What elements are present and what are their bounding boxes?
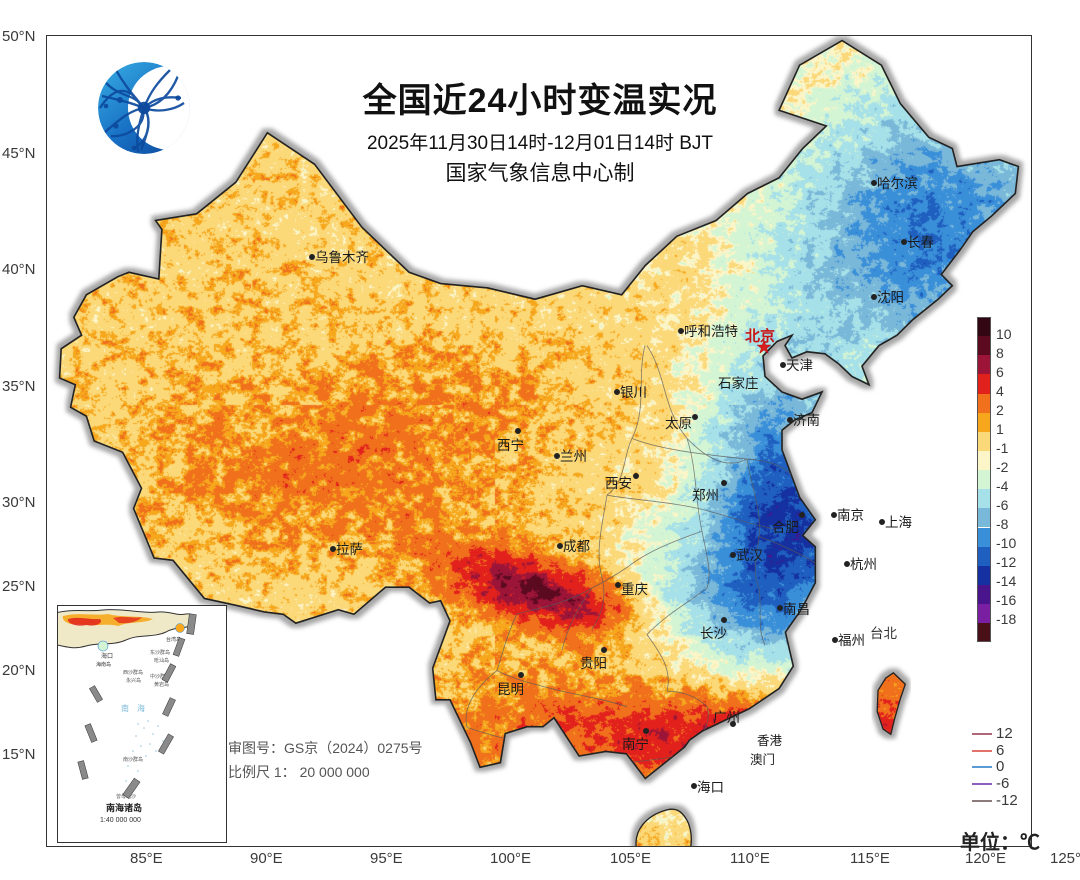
svg-text:南沙群岛: 南沙群岛 xyxy=(123,756,143,763)
svg-text:南 海: 南 海 xyxy=(121,703,145,713)
svg-text:南海诸岛: 南海诸岛 xyxy=(106,802,142,813)
svg-text:东沙群岛: 东沙群岛 xyxy=(150,649,170,656)
svg-text:呛汕岛: 呛汕岛 xyxy=(154,657,169,664)
svg-text:海南岛: 海南岛 xyxy=(96,661,111,668)
svg-text:1:40 000 000: 1:40 000 000 xyxy=(100,817,141,824)
svg-text:西沙群岛: 西沙群岛 xyxy=(123,669,143,676)
svg-text:海口: 海口 xyxy=(101,652,113,660)
svg-text:永兴岛: 永兴岛 xyxy=(126,677,141,684)
